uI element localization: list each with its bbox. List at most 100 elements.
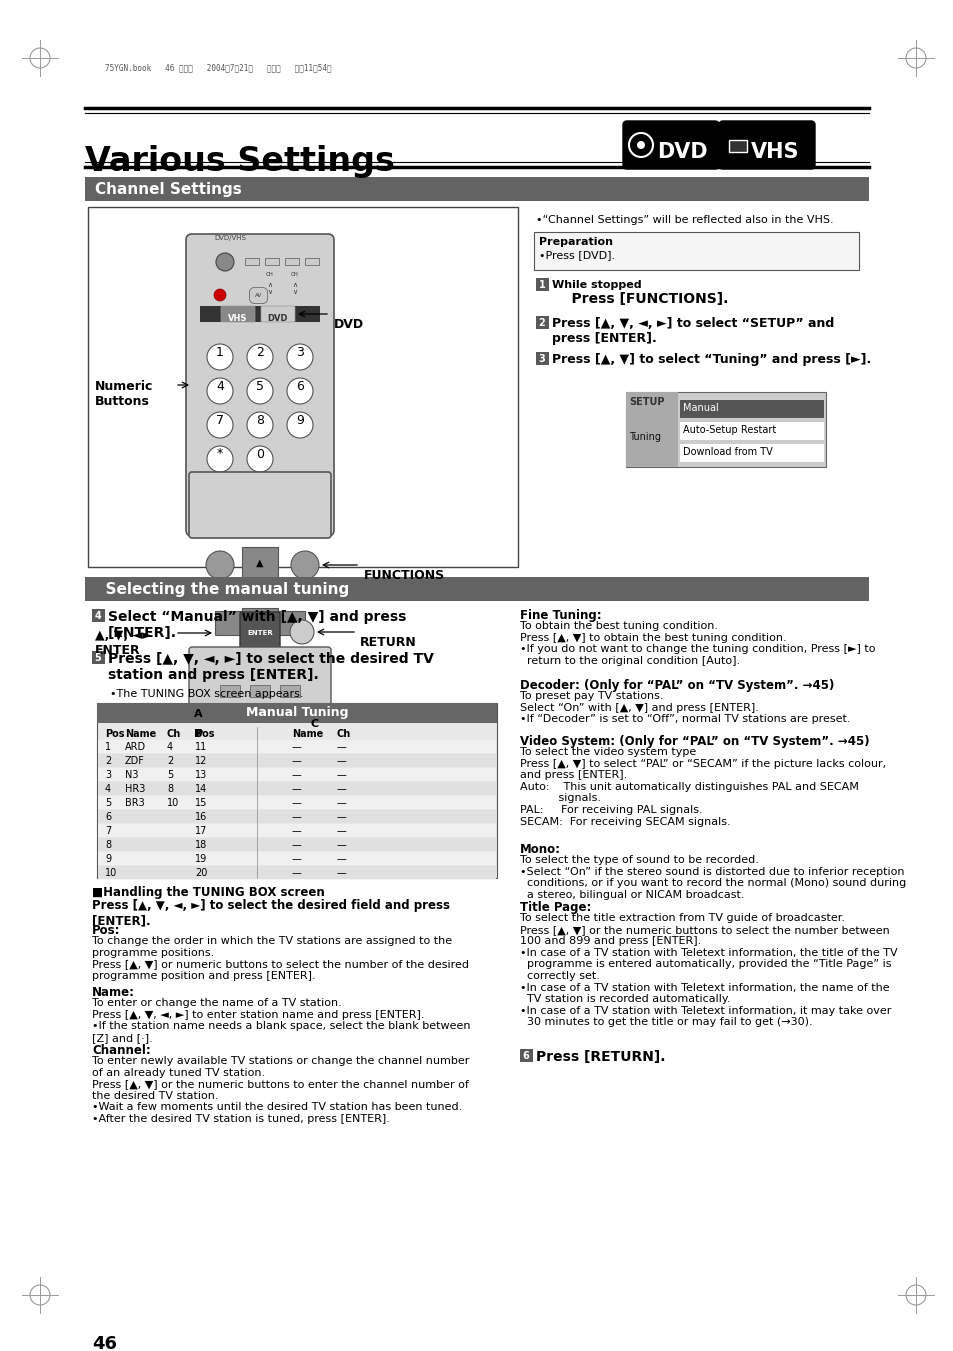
Circle shape: [189, 730, 207, 747]
Text: 4: 4: [215, 380, 224, 393]
Bar: [250, 685, 270, 697]
Circle shape: [291, 551, 318, 580]
Text: BR3: BR3: [125, 798, 145, 808]
Bar: [679, 400, 823, 417]
Bar: [285, 258, 298, 265]
Text: 12: 12: [194, 757, 207, 766]
Text: —: —: [292, 742, 301, 753]
Text: ∧
∨: ∧ ∨: [293, 282, 297, 295]
Text: —: —: [336, 854, 346, 865]
Bar: [98, 838, 496, 851]
Bar: [91, 609, 105, 621]
Text: SETUP: SETUP: [628, 397, 664, 407]
Bar: [98, 754, 496, 767]
Text: 3: 3: [105, 770, 111, 780]
Bar: [85, 177, 868, 201]
Text: Ch: Ch: [167, 730, 181, 739]
Text: Manual: Manual: [682, 403, 718, 413]
Text: Press [RETURN].: Press [RETURN].: [536, 1050, 665, 1065]
Circle shape: [287, 345, 313, 370]
Text: CH: CH: [291, 272, 298, 277]
Text: 5: 5: [94, 653, 101, 663]
Bar: [200, 305, 319, 322]
Text: DVD/VHS: DVD/VHS: [213, 235, 246, 240]
Text: Name: Name: [292, 730, 323, 739]
Text: HR3: HR3: [125, 784, 145, 794]
Bar: [265, 258, 278, 265]
Text: —: —: [336, 798, 346, 808]
Text: To enter or change the name of a TV station.
Press [▲, ▼, ◄, ►] to enter station: To enter or change the name of a TV stat…: [91, 998, 470, 1043]
Text: CH: CH: [266, 272, 274, 277]
Bar: [98, 796, 496, 809]
Text: 6: 6: [522, 1051, 529, 1061]
FancyBboxPatch shape: [240, 612, 280, 654]
Bar: [88, 207, 517, 567]
Bar: [98, 866, 496, 880]
Text: 7: 7: [215, 413, 224, 427]
Text: DVD: DVD: [334, 317, 364, 331]
FancyBboxPatch shape: [221, 305, 254, 322]
Text: Video System: (Only for “PAL” on “TV System”. →45): Video System: (Only for “PAL” on “TV Sys…: [519, 735, 869, 748]
Circle shape: [306, 719, 324, 738]
Text: DVD: DVD: [657, 142, 707, 162]
Text: 1: 1: [105, 742, 111, 753]
FancyBboxPatch shape: [189, 471, 331, 538]
Text: ENTER: ENTER: [247, 630, 273, 636]
Circle shape: [247, 412, 273, 438]
Text: VHS: VHS: [228, 313, 248, 323]
FancyBboxPatch shape: [186, 234, 334, 536]
Text: 46: 46: [91, 1335, 117, 1351]
FancyBboxPatch shape: [189, 647, 331, 708]
Text: While stopped: While stopped: [552, 280, 641, 290]
Bar: [91, 651, 105, 663]
Text: 9: 9: [295, 413, 304, 427]
Circle shape: [208, 655, 228, 676]
Text: —: —: [292, 812, 301, 821]
Text: Selecting the manual tuning: Selecting the manual tuning: [95, 582, 349, 597]
Circle shape: [215, 253, 233, 272]
Text: N3: N3: [125, 770, 138, 780]
Text: Press [FUNCTIONS].: Press [FUNCTIONS].: [552, 292, 727, 305]
Text: Press [▲, ▼, ◄, ►] to select “SETUP” and
press [ENTER].: Press [▲, ▼, ◄, ►] to select “SETUP” and…: [552, 317, 833, 345]
Bar: [728, 141, 746, 153]
Circle shape: [213, 289, 226, 301]
Text: Pos: Pos: [105, 730, 125, 739]
Text: 5: 5: [167, 770, 173, 780]
Circle shape: [247, 446, 273, 471]
Text: 8: 8: [255, 413, 264, 427]
Bar: [245, 258, 258, 265]
Text: —: —: [336, 825, 346, 836]
Text: RETURN: RETURN: [359, 636, 416, 648]
Text: —: —: [292, 840, 301, 850]
Text: AV: AV: [254, 293, 262, 299]
Text: 0: 0: [255, 447, 264, 461]
Text: To change the order in which the TV stations are assigned to the
programme posit: To change the order in which the TV stat…: [91, 936, 469, 981]
Text: 2: 2: [255, 346, 264, 358]
Text: •“Channel Settings” will be reflected also in the VHS.: •“Channel Settings” will be reflected al…: [536, 215, 833, 226]
Text: 10: 10: [167, 798, 179, 808]
Text: Preparation: Preparation: [538, 236, 613, 247]
Text: •The TUNING BOX screen appears.: •The TUNING BOX screen appears.: [110, 689, 303, 698]
FancyBboxPatch shape: [622, 122, 719, 169]
Bar: [536, 353, 548, 365]
Text: —: —: [292, 757, 301, 766]
Text: B: B: [193, 730, 202, 739]
Text: 18: 18: [194, 840, 207, 850]
Bar: [98, 740, 496, 753]
Text: 4: 4: [94, 611, 101, 621]
Circle shape: [206, 551, 233, 580]
Text: Channel Settings: Channel Settings: [95, 182, 241, 197]
Text: 2: 2: [105, 757, 112, 766]
Text: 4: 4: [167, 742, 172, 753]
Text: 8: 8: [105, 840, 111, 850]
Text: Numeric
Buttons: Numeric Buttons: [95, 380, 153, 408]
Bar: [534, 232, 858, 270]
Bar: [214, 611, 305, 635]
Text: 9: 9: [105, 854, 111, 865]
Text: 5: 5: [105, 798, 112, 808]
Text: To select the type of sound to be recorded.
•Select “On” if the stereo sound is : To select the type of sound to be record…: [519, 855, 905, 900]
Text: 8: 8: [167, 784, 172, 794]
Bar: [98, 767, 496, 781]
Text: 19: 19: [194, 854, 207, 865]
Circle shape: [207, 446, 233, 471]
